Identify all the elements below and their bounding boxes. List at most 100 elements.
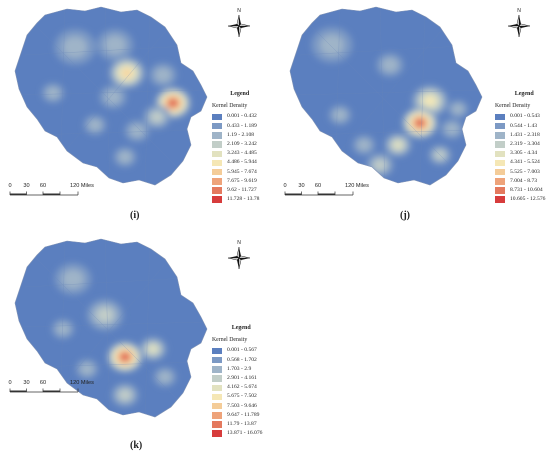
legend-swatch bbox=[495, 178, 505, 185]
scale-tick-label: 120 Miles bbox=[345, 183, 369, 189]
legend-entry: 9.647 - 11.789 bbox=[212, 411, 262, 420]
density-hotspot bbox=[104, 90, 122, 104]
north-label: N bbox=[517, 8, 521, 14]
scale-tick-label: 0 bbox=[8, 183, 12, 189]
county-boundary bbox=[29, 129, 201, 136]
county-boundary bbox=[309, 24, 461, 176]
legend-swatch bbox=[495, 113, 505, 121]
density-hotspot bbox=[333, 109, 347, 121]
density-hotspot bbox=[62, 269, 84, 289]
legend-entry: 5.945 - 7.674 bbox=[212, 168, 259, 177]
legend-entry: 2.901 - 4.161 bbox=[212, 374, 262, 383]
legend-entry: 13.871 - 16.076 bbox=[212, 429, 262, 438]
legend-j: Legend Kernel Density 0.001 - 0.543 0.544 -… bbox=[495, 90, 545, 204]
legend-swatch bbox=[495, 132, 505, 139]
legend-label: 0.433 - 1.189 bbox=[227, 122, 257, 129]
legend-label: 1.431 - 2.318 bbox=[510, 131, 540, 138]
legend-label: 9.62 - 11.727 bbox=[227, 186, 257, 193]
legend-swatch bbox=[212, 356, 222, 364]
north-label: N bbox=[237, 8, 241, 14]
scale-bar-graphic bbox=[9, 388, 79, 393]
legend-entry: 11.728 - 13.78 bbox=[212, 195, 259, 204]
density-hotspot bbox=[393, 141, 403, 149]
scale-tick-label: 0 bbox=[283, 183, 287, 189]
legend-label: 8.731 - 10.604 bbox=[510, 186, 543, 193]
scale-bar-graphic bbox=[9, 191, 79, 196]
legend-swatch bbox=[495, 159, 505, 167]
legend-label: 1.19 - 2.108 bbox=[227, 131, 255, 138]
county-boundary bbox=[34, 24, 186, 176]
panel-label-k: (k) bbox=[130, 440, 143, 451]
county-boundary bbox=[24, 276, 206, 288]
county-boundary bbox=[144, 239, 151, 417]
legend-entry: 1.19 - 2.108 bbox=[212, 131, 259, 140]
legend-entry: 4.486 - 5.944 bbox=[212, 158, 259, 167]
legend-entry: 4.341 - 5.524 bbox=[495, 158, 545, 167]
region-outline bbox=[14, 6, 208, 186]
legend-swatch bbox=[212, 421, 222, 428]
scale-tick-label: 30 bbox=[23, 183, 30, 189]
density-hotspot bbox=[451, 103, 465, 115]
legend-swatch bbox=[495, 196, 505, 203]
legend-swatch bbox=[495, 141, 505, 148]
legend-swatch bbox=[212, 122, 222, 130]
compass-icon bbox=[507, 14, 531, 38]
legend-swatch bbox=[495, 168, 505, 176]
legend-label: 2.319 - 3.304 bbox=[510, 140, 540, 147]
density-hotspot bbox=[122, 69, 132, 77]
scale-bar-j: 0 30 60 120 Miles bbox=[283, 183, 373, 198]
legend-label: 4.162 - 5.674 bbox=[227, 384, 257, 391]
density-hotspot bbox=[417, 120, 423, 126]
county-boundary bbox=[319, 19, 451, 176]
county-boundary bbox=[144, 7, 151, 185]
legend-subtitle: Kernel Density bbox=[495, 103, 531, 110]
north-arrow-i: N bbox=[227, 8, 251, 43]
compass-icon bbox=[227, 14, 251, 38]
legend-entry: 1.703 - 2.9 bbox=[212, 365, 262, 374]
legend-label: 0.568 - 1.702 bbox=[227, 356, 257, 363]
county-boundary bbox=[304, 129, 476, 136]
legend-label: 9.647 - 11.789 bbox=[227, 411, 260, 418]
legend-label: 0.544 - 1.43 bbox=[510, 122, 538, 129]
density-hotspot bbox=[319, 34, 345, 56]
scale-bar-i: 0 30 60 120 Miles bbox=[8, 183, 98, 198]
legend-label: 0.001 - 0.432 bbox=[227, 113, 257, 120]
county-boundary bbox=[19, 321, 206, 328]
legend-entry: 0.001 - 0.432 bbox=[212, 112, 259, 121]
panel-j: N Legend Kernel Density 0.001 - 0.543 0.544… bbox=[275, 0, 550, 230]
legend-entry: 2.109 - 3.242 bbox=[212, 140, 259, 149]
legend-entry: 0.001 - 0.543 bbox=[495, 112, 545, 121]
density-hotspot bbox=[104, 35, 126, 55]
legend-swatch bbox=[212, 196, 222, 203]
density-hotspot bbox=[118, 151, 132, 163]
density-hotspot bbox=[158, 371, 172, 383]
scale-tick-label: 0 bbox=[8, 380, 12, 386]
legend-entry: 7.503 - 9.646 bbox=[212, 402, 262, 411]
legend-label: 2.109 - 3.242 bbox=[227, 140, 257, 147]
county-boundary bbox=[419, 7, 426, 185]
legend-title: Legend bbox=[514, 91, 534, 97]
scale-tick-label: 30 bbox=[23, 380, 30, 386]
county-boundary bbox=[24, 44, 206, 56]
legend-label: 1.703 - 2.9 bbox=[227, 365, 252, 372]
density-hotspot bbox=[119, 390, 131, 400]
legend-swatch bbox=[212, 159, 222, 167]
density-hotspot bbox=[374, 160, 386, 170]
scale-tick-label: 60 bbox=[314, 183, 322, 189]
scale-tick-label: 120 Miles bbox=[70, 183, 94, 189]
region-outline bbox=[289, 6, 483, 186]
legend-swatch bbox=[212, 366, 222, 373]
legend-entry: 0.001 - 0.567 bbox=[212, 346, 262, 355]
legend-k: Legend Kernel Density 0.001 - 0.567 0.568 -… bbox=[212, 324, 262, 438]
legend-entry: 5.525 - 7.003 bbox=[495, 168, 545, 177]
county-boundary bbox=[294, 89, 481, 96]
legend-subtitle: Kernel Density bbox=[212, 103, 248, 110]
legend-swatch bbox=[212, 347, 222, 355]
density-hotspot bbox=[88, 119, 102, 131]
legend-swatch bbox=[495, 187, 505, 194]
county-boundary bbox=[44, 19, 176, 176]
legend-swatch bbox=[212, 375, 222, 382]
legend-label: 13.871 - 16.076 bbox=[227, 430, 263, 437]
legend-entry: 11.79 - 13.87 bbox=[212, 420, 262, 429]
density-map-j bbox=[289, 6, 483, 186]
